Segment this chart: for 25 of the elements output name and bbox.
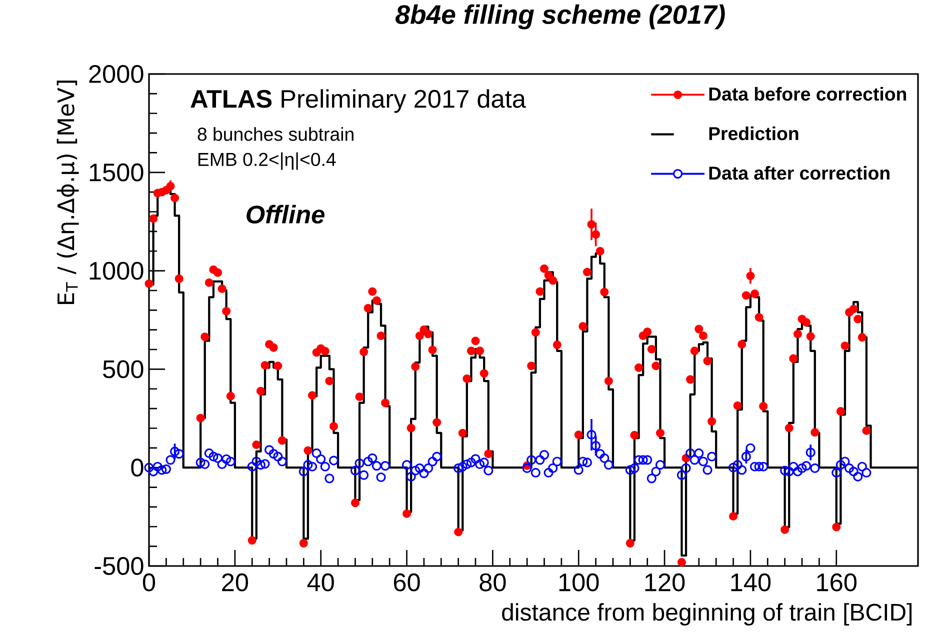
x-axis-title: distance from beginning of train [BCID] bbox=[502, 603, 912, 626]
legend-label: Data after correction bbox=[709, 166, 890, 180]
y-axis-title: E$_{T}$ / (Δη.Δϕ.μ) [MeV] bbox=[56, 80, 79, 304]
x-tick-label: 40 bbox=[307, 573, 334, 592]
y-tick-label: 1500 bbox=[90, 163, 144, 182]
y-tick-label: 2000 bbox=[89, 65, 144, 83]
x-tick-label: 20 bbox=[222, 573, 248, 592]
chart-title: 8b4e filling scheme (2017) bbox=[396, 4, 725, 30]
annotation: EMB 0.2<|η|<0.4 bbox=[198, 152, 336, 170]
y-tick-label: 500 bbox=[103, 360, 144, 378]
x-tick-label: 140 bbox=[731, 573, 771, 592]
y-tick-label: -500 bbox=[94, 557, 144, 575]
x-tick-label: 120 bbox=[645, 573, 685, 592]
y-tick-label: 0 bbox=[131, 458, 144, 477]
annotation: 8 bunches subtrain bbox=[198, 127, 354, 141]
x-tick-label: 160 bbox=[817, 573, 857, 592]
x-tick-label: 80 bbox=[480, 573, 506, 592]
annotation: Offline bbox=[246, 204, 324, 224]
annotation: ATLAS Preliminary 2017 data bbox=[190, 89, 526, 113]
x-tick-label: 0 bbox=[142, 573, 156, 592]
legend-label: Data before correction bbox=[709, 86, 906, 101]
x-tick-label: 100 bbox=[559, 573, 599, 592]
legend-label: Prediction bbox=[709, 126, 798, 140]
y-tick-label: 1000 bbox=[90, 262, 144, 280]
x-tick-label: 60 bbox=[394, 573, 420, 592]
